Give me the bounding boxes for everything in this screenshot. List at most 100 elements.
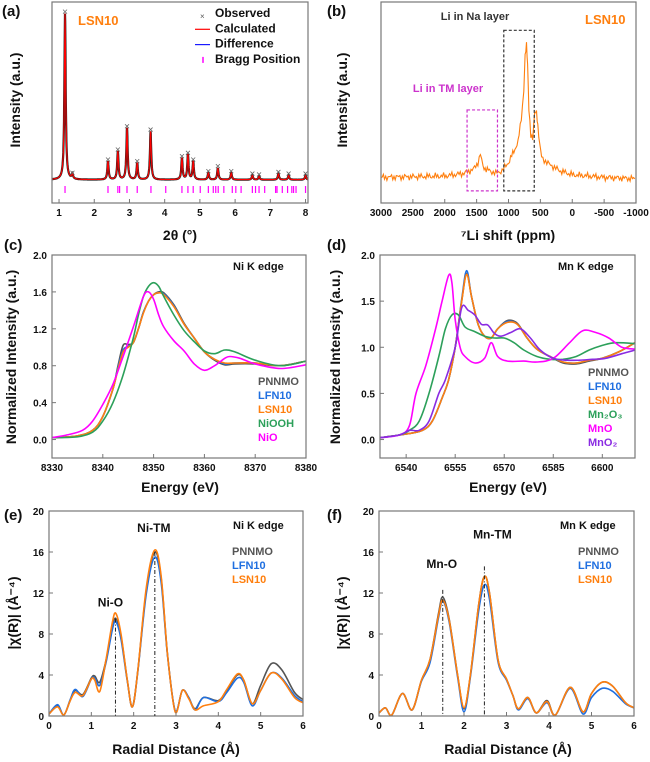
x-tick-label: -500 (594, 208, 614, 219)
series-line-lsn10 (52, 291, 306, 439)
x-tick-label: 4 (546, 721, 552, 732)
observed-point (185, 150, 191, 156)
calculated-series (52, 13, 308, 181)
plot-area (52, 9, 308, 193)
panel-label: (a) (2, 3, 20, 20)
x-tick-label: 0 (376, 721, 382, 732)
y-tick-label: 0 (368, 712, 374, 723)
x-axis-label: Radial Distance (Å) (444, 741, 572, 757)
legend-label: PNNMO (232, 546, 273, 558)
x-axis-label: Energy (eV) (141, 479, 219, 495)
x-tick-label: 1000 (497, 208, 520, 219)
y-tick-label: 1.5 (361, 297, 375, 308)
legend-marker-x: × (200, 12, 205, 21)
observed-point (215, 163, 221, 169)
x-tick-label: 6 (631, 721, 637, 732)
series-line-mn₂o₃ (380, 312, 635, 439)
x-tick-label: 0 (46, 721, 52, 732)
legend-label: LFN10 (232, 560, 266, 572)
x-tick-label: 8 (303, 208, 309, 219)
x-tick-label: 8380 (295, 463, 318, 474)
plot-area (380, 269, 635, 439)
plot-frame (378, 510, 635, 717)
x-tick-label: 6585 (542, 463, 565, 474)
legend-label: LFN10 (588, 381, 622, 393)
observed-point (62, 9, 68, 14)
series-line-niooh (52, 281, 306, 439)
legend-label: LSN10 (578, 574, 612, 586)
x-tick-label: 5 (197, 208, 203, 219)
x-tick-label: 4 (216, 721, 222, 732)
x-tick-label: 3 (504, 721, 510, 732)
observed-point (250, 171, 255, 176)
legend-label: PNNMO (588, 367, 629, 379)
sample-annotation: Mn K edge (560, 520, 616, 532)
y-axis-label: Intensity (a.u.) (334, 53, 350, 148)
observed-point (286, 171, 291, 176)
y-tick-label: 20 (33, 507, 45, 518)
peak-label: Mn-TM (473, 527, 512, 541)
x-tick-label: 0 (569, 208, 575, 219)
series-line-LSN10 (381, 42, 636, 184)
observed-point (148, 127, 153, 132)
y-tick-label: 1.2 (33, 325, 47, 336)
x-tick-label: 2 (91, 208, 97, 219)
y-tick-label: 0.0 (361, 436, 375, 447)
y-axis-label: Normalized Intensity (a.u.) (3, 270, 19, 444)
x-tick-label: 2 (461, 721, 467, 732)
x-tick-label: 2000 (434, 208, 457, 219)
sample-annotation: Ni K edge (233, 520, 284, 532)
legend-label: LSN10 (232, 574, 266, 586)
series-line-mno (380, 273, 635, 439)
y-tick-label: 4 (368, 671, 374, 682)
legend-label: NiO (258, 432, 278, 444)
observed-point (115, 147, 121, 152)
y-tick-label: 2.0 (361, 251, 375, 262)
x-tick-label: 6 (300, 721, 306, 732)
panel-label: (b) (327, 3, 346, 20)
series-line-mno₂ (380, 304, 635, 439)
y-tick-label: 0 (38, 712, 44, 723)
panel-c: 8330 8340 8350 8360 8370 8380 0.0 0.4 0.8 1.2 1.6 2… (3, 237, 318, 495)
y-axis-label: Normalized Intensity (a.u.) (327, 270, 343, 444)
plot-frame (51, 254, 307, 459)
x-tick-label: 6 (232, 208, 238, 219)
x-tick-label: 1 (56, 208, 62, 219)
x-tick-label: 7 (268, 208, 274, 219)
peak-label: Mn-O (426, 557, 457, 571)
series-line-lsn10 (379, 575, 634, 716)
x-axis-label: 2θ (°) (163, 227, 197, 243)
y-axis-label: |χ(R)| (Å⁻⁴) (334, 577, 350, 650)
observed-point (105, 157, 111, 162)
legend-label: LSN10 (588, 395, 622, 407)
panel-label: (f) (327, 507, 342, 524)
x-tick-label: 6600 (591, 463, 614, 474)
observed-point (179, 153, 185, 159)
x-tick-label: 5 (258, 721, 264, 732)
plot-frame (51, 1, 309, 204)
legend-label: LFN10 (258, 390, 292, 402)
y-tick-label: 20 (363, 507, 375, 518)
observed-point (206, 168, 211, 174)
y-tick-label: 2.0 (33, 251, 47, 262)
y-tick-label: 0.4 (33, 399, 47, 410)
legend-label: NiOOH (258, 418, 294, 430)
observed-point (190, 157, 196, 162)
legend-label: Difference (215, 37, 274, 51)
y-tick-label: 12 (33, 589, 45, 600)
plot-area (52, 281, 306, 439)
panel-b: 3000 2500 2000 1500 1000 500 0 -500 -1000 (b) ⁷Li … (327, 1, 649, 243)
x-tick-label: 4 (162, 208, 168, 219)
x-tick-label: 8370 (244, 463, 267, 474)
x-tick-label: 8350 (142, 463, 165, 474)
x-axis-label: Energy (eV) (469, 479, 547, 495)
sample-annotation: LSN10 (585, 12, 625, 27)
panel-label: (d) (327, 237, 346, 254)
y-tick-label: 12 (363, 589, 375, 600)
y-axis-label: Intensity (a.u.) (7, 53, 23, 148)
y-tick-label: 8 (368, 630, 374, 641)
panel-a: 1 2 3 4 5 6 7 8 (a) 2θ (°) Intensity (a.u.) LSN10 × O… (2, 1, 309, 243)
